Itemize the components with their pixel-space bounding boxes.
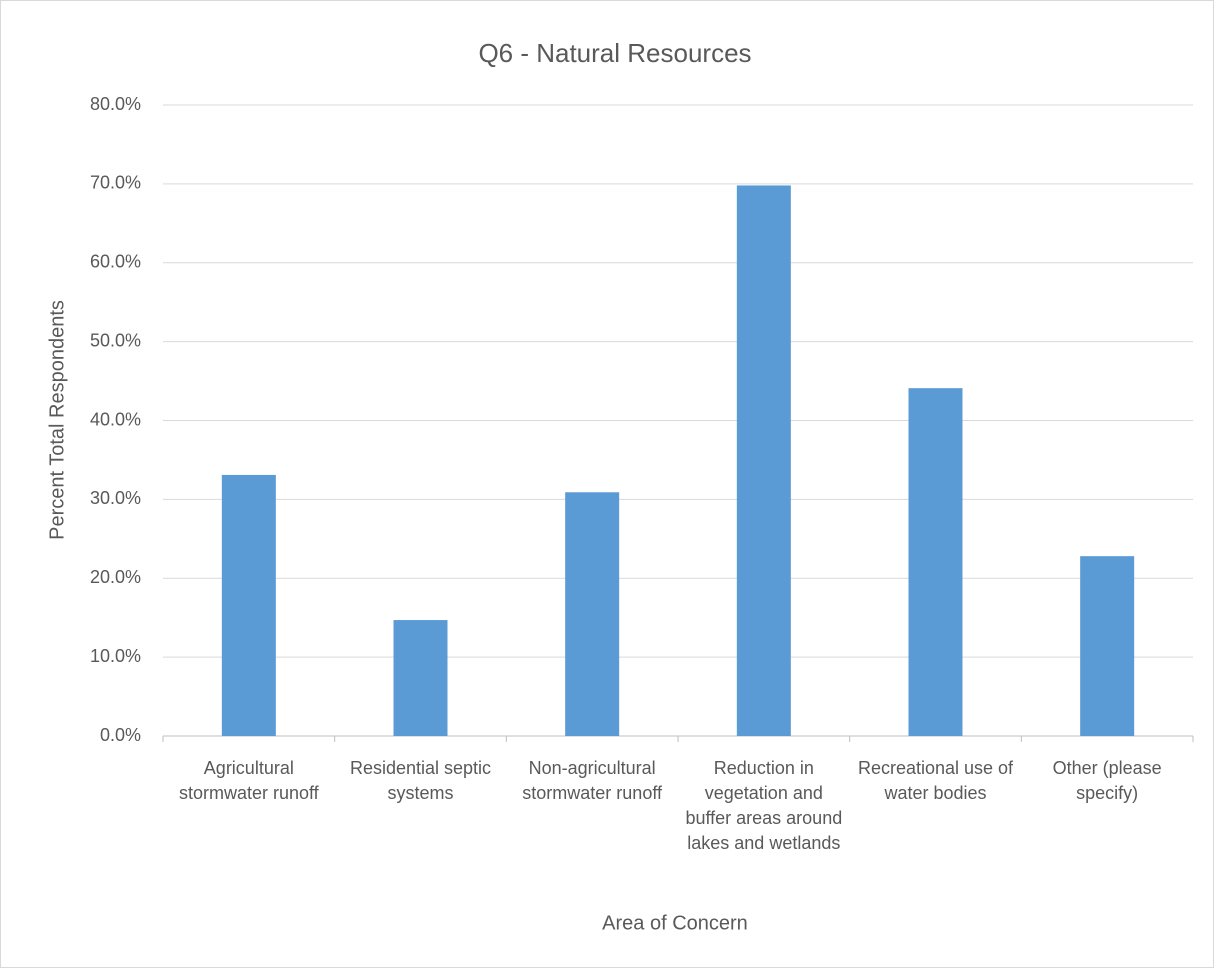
bar xyxy=(908,388,963,736)
x-tick-label: Residential septic systems xyxy=(349,758,492,803)
y-tick-label: 0.0% xyxy=(100,725,141,745)
y-tick-label: 50.0% xyxy=(90,330,141,350)
bar xyxy=(393,620,448,736)
y-tick-label: 70.0% xyxy=(90,173,141,193)
x-tick-label: Other (please specify) xyxy=(1052,758,1162,803)
x-tick-label: Non-agricultural stormwater runoff xyxy=(522,758,663,803)
bar xyxy=(1080,556,1135,736)
y-tick-label: 60.0% xyxy=(90,252,141,272)
bar xyxy=(736,185,791,736)
y-axis-label: Percent Total Respondents xyxy=(46,300,68,540)
x-tick-label: Reduction in vegetation and buffer areas… xyxy=(685,758,843,853)
y-tick-label: 80.0% xyxy=(90,94,141,114)
x-tick-label: Recreational use of water bodies xyxy=(857,758,1014,803)
x-tick-label: Agricultural stormwater runoff xyxy=(178,758,319,803)
y-tick-label: 10.0% xyxy=(90,646,141,666)
y-tick-label: 20.0% xyxy=(90,567,141,587)
bar xyxy=(221,474,276,736)
x-axis-label: Area of Concern xyxy=(602,912,748,934)
bar xyxy=(565,492,620,736)
y-tick-label: 30.0% xyxy=(90,488,141,508)
y-tick-label: 40.0% xyxy=(90,409,141,429)
chart-title: Q6 - Natural Resources xyxy=(478,38,751,68)
